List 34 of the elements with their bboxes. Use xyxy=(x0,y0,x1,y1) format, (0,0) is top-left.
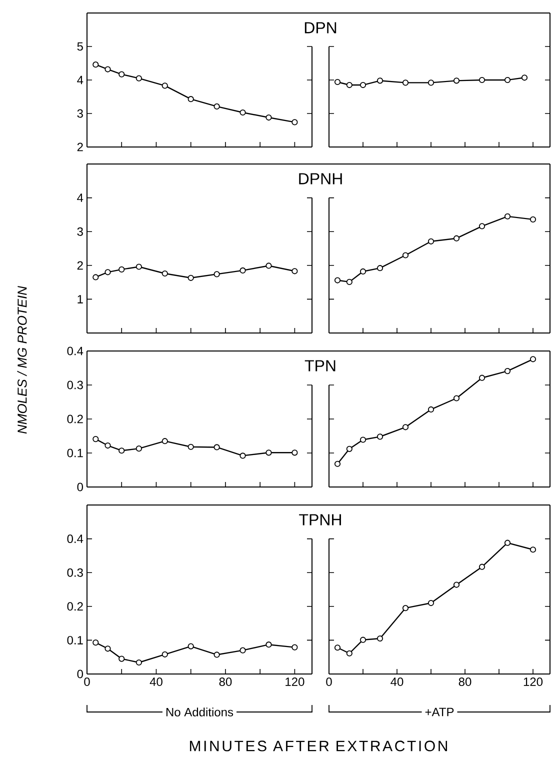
x-axis-title: No Additions xyxy=(166,708,234,716)
y-tick-label: 0.4 xyxy=(67,346,84,356)
y-tick-label: 4 xyxy=(77,194,84,202)
x-tick-label: 120 xyxy=(524,678,543,686)
y-tick-label: 0.2 xyxy=(67,602,83,611)
y-tick-label: 0.4 xyxy=(67,534,84,544)
y-tick-label: 0.1 xyxy=(67,636,83,644)
chart-title: DPNH xyxy=(299,173,342,184)
y-tick-label: 2 xyxy=(77,142,83,152)
x-tick-label: 40 xyxy=(150,678,162,686)
y-tick-label: 0 xyxy=(77,482,84,492)
chart-title: TPNH xyxy=(299,514,341,526)
chart-title: TPN xyxy=(304,360,336,372)
x-tick-label: 40 xyxy=(390,678,404,686)
y-tick-label: 0.3 xyxy=(67,568,83,577)
y-tick-label: 0.3 xyxy=(67,380,83,390)
x-tick-label: 0 xyxy=(84,678,90,686)
y-tick-label: 3 xyxy=(77,227,83,236)
text: MINUTES AFTER EXTRACTION xyxy=(190,740,447,752)
x-tick-label: 80 xyxy=(219,678,232,686)
y-tick-label: 4 xyxy=(77,76,84,84)
y-tick-label: 0.1 xyxy=(67,448,83,458)
chart-title: DPN xyxy=(304,22,336,34)
y-tick-label: 0 xyxy=(77,670,84,678)
y-axis-title: NMOLES / MG PROTEIN xyxy=(17,286,27,434)
x-tick-label: 80 xyxy=(458,678,472,686)
x-axis-title: +ATP xyxy=(425,708,454,716)
y-tick-label: 3 xyxy=(77,109,83,118)
y-tick-label: 1 xyxy=(78,295,83,304)
y-tick-label: 5 xyxy=(77,42,83,51)
x-tick-label: 0 xyxy=(326,678,332,686)
x-tick-label: 120 xyxy=(286,678,304,686)
y-tick-label: 2 xyxy=(77,261,83,270)
y-tick-label: 0.2 xyxy=(67,414,83,424)
